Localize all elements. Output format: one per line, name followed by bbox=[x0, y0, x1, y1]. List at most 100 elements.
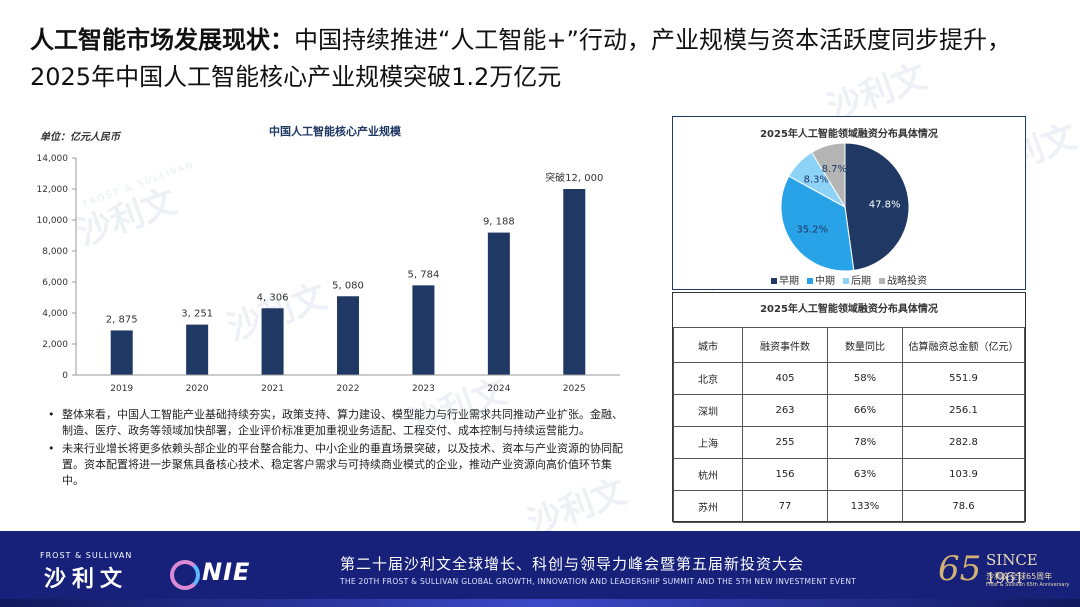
pie-slice-label: 8.7% bbox=[822, 164, 847, 175]
table-row: 深圳 263 66% 256.1 bbox=[673, 394, 1025, 427]
table-cell: 256.1 bbox=[902, 394, 1025, 427]
x-tick-label: 2024 bbox=[487, 384, 510, 394]
bar bbox=[261, 308, 284, 375]
anniversary-cn: 沙利文全球65周年 bbox=[986, 572, 1053, 581]
table-cell: 北京 bbox=[673, 362, 743, 395]
nie-logo: NIE bbox=[170, 558, 266, 592]
column-header: 融资事件数 bbox=[742, 327, 828, 363]
summit-title-en: THE 20TH FROST & SULLIVAN GLOBAL GROWTH,… bbox=[340, 577, 857, 586]
anniversary-en: Frost & Sullivan 65th Anniversary bbox=[986, 582, 1070, 588]
table-cell: 66% bbox=[827, 394, 903, 427]
pie-slice bbox=[780, 175, 855, 272]
bar-chart-unit: 单位：亿元人民币 bbox=[40, 131, 122, 143]
analysis-bullets: • 整体来看，中国人工智能产业基础持续夯实，政策支持、算力建设、模型能力与行业需… bbox=[48, 407, 628, 491]
pie-chart-title: 2025年人工智能领域融资分布具体情况 bbox=[760, 129, 938, 140]
legend-swatch-icon bbox=[843, 278, 849, 284]
table-cell: 77 bbox=[742, 490, 828, 523]
table-cell: 78% bbox=[827, 426, 903, 459]
frost-sullivan-logo-cn: 沙利文 bbox=[44, 567, 129, 592]
y-tick-label: 10,000 bbox=[37, 216, 69, 226]
legend-swatch-icon bbox=[771, 278, 777, 284]
bullet-text: 整体来看，中国人工智能产业基础持续夯实，政策支持、算力建设、模型能力与行业需求共… bbox=[62, 408, 623, 437]
table-cell: 133% bbox=[827, 490, 903, 523]
table-row: 杭州 156 63% 103.9 bbox=[673, 458, 1025, 491]
bar-value-label: 突破12, 000 bbox=[545, 171, 603, 184]
pie-slice-label: 8.3% bbox=[804, 175, 829, 186]
event-footer-banner: FROST & SULLIVAN 沙利文 NIE 第二十届沙利文全球增长、科创与… bbox=[0, 531, 1080, 607]
frost-sullivan-logo-text: FROST & SULLIVAN bbox=[40, 551, 133, 560]
pie-legend: 早期 中期 后期 战略投资 bbox=[673, 272, 1025, 287]
table-row: 北京 405 58% 551.9 bbox=[673, 362, 1025, 395]
table-cell: 苏州 bbox=[673, 490, 743, 523]
y-tick-label: 0 bbox=[62, 371, 68, 381]
industry-scale-bar-chart: 中国人工智能核心产业规模 单位：亿元人民币 0 2,000 4,000 6,000 8,… bbox=[37, 124, 620, 394]
bar-value-label: 4, 306 bbox=[257, 292, 289, 303]
legend-label: 中期 bbox=[815, 276, 835, 287]
y-tick-label: 12,000 bbox=[37, 185, 69, 195]
legend-item: 战略投资 bbox=[879, 272, 927, 287]
table-cell: 255 bbox=[742, 426, 828, 459]
legend-item: 中期 bbox=[807, 272, 835, 287]
footer-gradient-band bbox=[0, 599, 1080, 607]
y-tick-label: 6,000 bbox=[42, 278, 68, 288]
x-tick-label: 2023 bbox=[412, 384, 435, 394]
y-tick-label: 4,000 bbox=[42, 309, 68, 319]
bar-chart-title: 中国人工智能核心产业规模 bbox=[269, 124, 402, 138]
bar bbox=[186, 324, 209, 375]
column-header: 城市 bbox=[673, 327, 743, 363]
bar bbox=[487, 232, 510, 375]
bar bbox=[110, 330, 133, 375]
table-cell: 78.6 bbox=[902, 490, 1025, 523]
bar bbox=[337, 296, 359, 375]
table-header-row: 城市 融资事件数 数量同比 估算融资总金额（亿元） bbox=[673, 327, 1025, 363]
x-tick-label: 2022 bbox=[337, 384, 360, 394]
bullet-item: • 整体来看，中国人工智能产业基础持续夯实，政策支持、算力建设、模型能力与行业需… bbox=[48, 407, 628, 439]
nie-logo-text: NIE bbox=[202, 558, 251, 586]
legend-swatch-icon bbox=[807, 278, 813, 284]
pie-slice-label: 47.8% bbox=[869, 199, 901, 210]
table-title: 2025年人工智能领域融资分布具体情况 bbox=[760, 304, 938, 315]
bar bbox=[412, 285, 435, 375]
financing-pie-chart: 47.8% 35.2% 8.3%8.7% bbox=[780, 142, 910, 272]
legend-item: 后期 bbox=[843, 272, 871, 287]
table-cell: 156 bbox=[742, 458, 828, 491]
table-cell: 282.8 bbox=[902, 426, 1025, 459]
x-tick-label: 2021 bbox=[261, 384, 284, 394]
summit-title-cn: 第二十届沙利文全球增长、科创与领导力峰会暨第五届新投资大会 bbox=[340, 555, 805, 573]
legend-label: 战略投资 bbox=[887, 276, 927, 287]
table-cell: 103.9 bbox=[902, 458, 1025, 491]
bullet-marker: • bbox=[48, 408, 55, 421]
financing-pie-panel: 2025年人工智能领域融资分布具体情况 47.8% 35.2% 8.3% 8.7% 早… bbox=[672, 116, 1026, 290]
table-cell: 405 bbox=[742, 362, 828, 395]
nie-ring-icon bbox=[170, 560, 200, 590]
bar-series: 2, 875 3, 251 4, 306 5, 080 5, 784 9, 188 突破12… bbox=[106, 171, 603, 375]
legend-swatch-icon bbox=[879, 278, 885, 284]
table-cell: 58% bbox=[827, 362, 903, 395]
pie-slice bbox=[811, 142, 846, 209]
table-cell: 上海 bbox=[673, 426, 743, 459]
bullet-item: • 未来行业增长将更多依赖头部企业的平台整合能力、中小企业的垂直场景突破，以及技… bbox=[48, 441, 628, 489]
bar-value-label: 9, 188 bbox=[483, 217, 515, 228]
table-row: 苏州 77 133% 78.6 bbox=[673, 490, 1025, 523]
x-tick-label: 2020 bbox=[186, 384, 209, 394]
table-cell: 深圳 bbox=[673, 394, 743, 427]
y-axis: 0 2,000 4,000 6,000 8,000 10,000 12,000 14,000 bbox=[37, 154, 77, 381]
column-header: 估算融资总金额（亿元） bbox=[902, 327, 1025, 363]
city-financing-table: 城市 融资事件数 数量同比 估算融资总金额（亿元） 北京 405 58% 551… bbox=[673, 327, 1025, 523]
bar-value-label: 3, 251 bbox=[181, 309, 213, 320]
table-cell: 263 bbox=[742, 394, 828, 427]
bar-value-label: 2, 875 bbox=[106, 314, 138, 325]
table-row: 上海 255 78% 282.8 bbox=[673, 426, 1025, 459]
bullet-text: 未来行业增长将更多依赖头部企业的平台整合能力、中小企业的垂直场景突破，以及技术、… bbox=[62, 442, 623, 487]
legend-label: 后期 bbox=[851, 276, 871, 287]
headline-rest: 中国持续推进“人工智能+”行动，产业规模与资本活跃度同步提升，2025年中国人工… bbox=[30, 26, 1011, 91]
page-headline: 人工智能市场发展现状：中国持续推进“人工智能+”行动，产业规模与资本活跃度同步提… bbox=[30, 22, 1060, 96]
y-tick-label: 14,000 bbox=[37, 154, 69, 164]
y-tick-label: 2,000 bbox=[42, 340, 68, 350]
bar-value-label: 5, 080 bbox=[332, 280, 364, 291]
table-cell: 63% bbox=[827, 458, 903, 491]
x-axis: 2019 2020 2021 2022 2023 2024 2025 bbox=[76, 374, 620, 394]
legend-item: 早期 bbox=[771, 272, 799, 287]
y-tick-label: 8,000 bbox=[42, 247, 68, 257]
table-cell: 杭州 bbox=[673, 458, 743, 491]
